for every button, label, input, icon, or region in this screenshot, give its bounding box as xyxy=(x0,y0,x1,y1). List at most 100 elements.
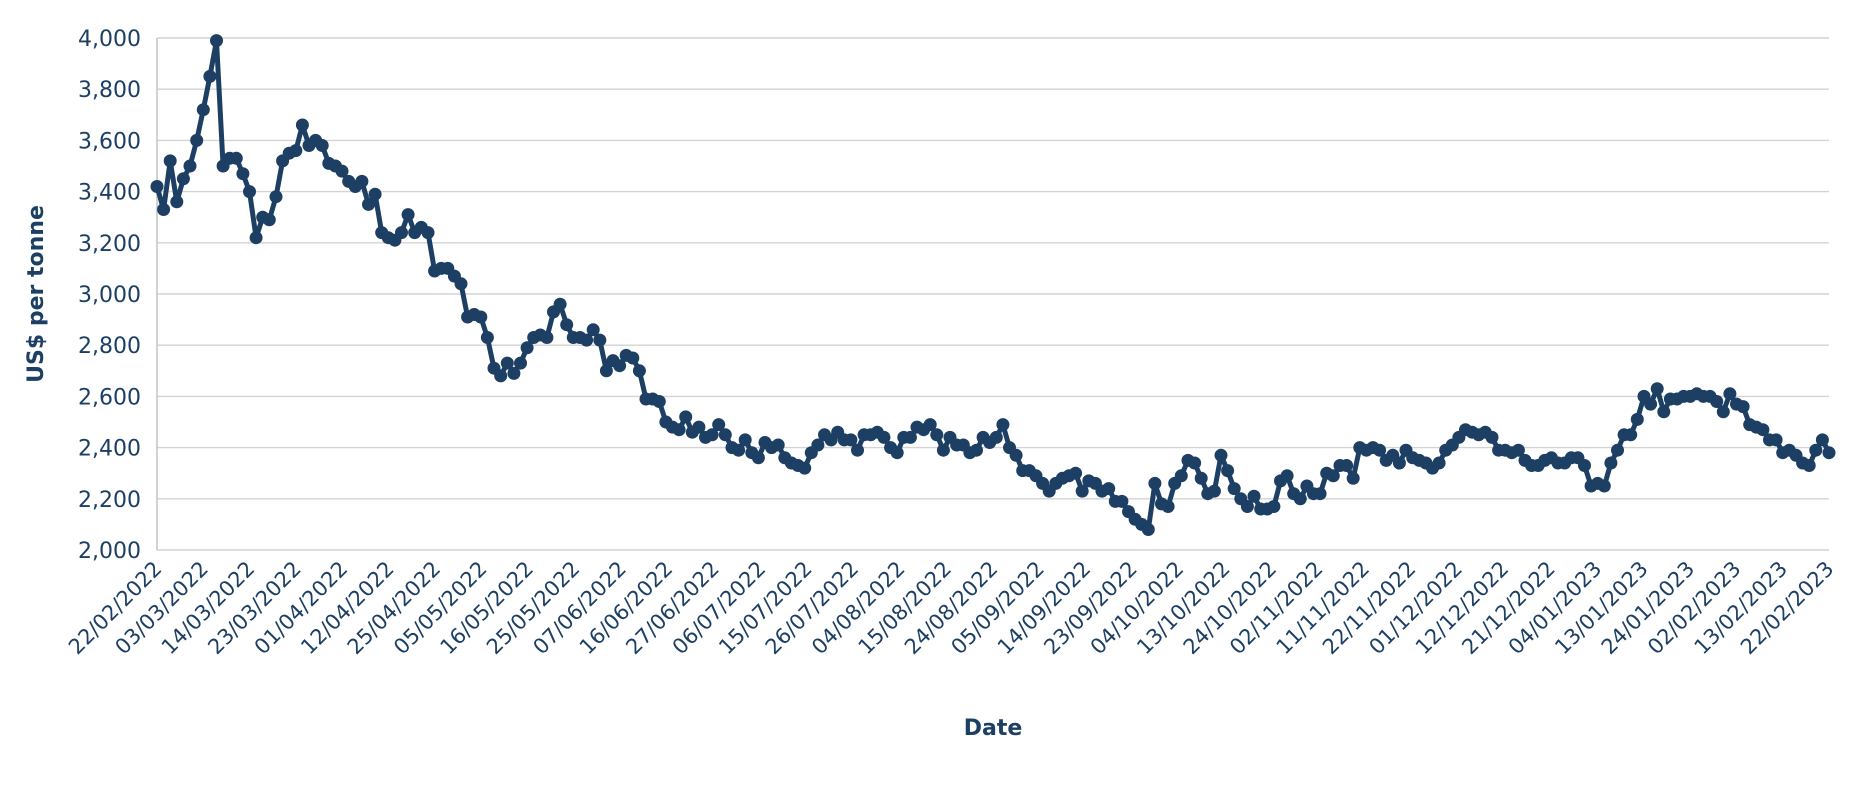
data-point-49 xyxy=(474,310,488,324)
data-point-37 xyxy=(395,226,408,240)
data-point-82 xyxy=(692,420,706,434)
data-point-54 xyxy=(507,366,521,380)
y-tick-label: 3,800 xyxy=(78,78,141,103)
data-point-50 xyxy=(480,331,494,344)
data-point-3 xyxy=(170,195,184,209)
data-point-15 xyxy=(249,231,263,245)
y-tick-label: 2,200 xyxy=(78,488,141,513)
data-point-12 xyxy=(229,151,243,165)
y-tick-label: 4,000 xyxy=(78,27,141,52)
data-point-52 xyxy=(494,369,508,383)
data-point-0 xyxy=(150,180,164,193)
data-point-68 xyxy=(599,364,613,378)
data-point-25 xyxy=(315,139,329,152)
data-point-7 xyxy=(196,103,210,117)
x-tick-labels: 22/02/202203/03/202214/03/202223/03/2022… xyxy=(64,557,1839,660)
data-point-202 xyxy=(1485,430,1499,444)
data-point-119 xyxy=(936,443,950,457)
data-point-243 xyxy=(1756,423,1770,437)
data-point-118 xyxy=(930,428,944,442)
data-point-56 xyxy=(520,341,534,355)
data-point-130 xyxy=(1009,448,1023,462)
data-point-236 xyxy=(1710,395,1724,408)
data-point-163 xyxy=(1227,482,1241,496)
data-point-128 xyxy=(996,418,1010,432)
data-point-161 xyxy=(1214,448,1228,462)
data-point-117 xyxy=(923,418,937,432)
data-point-250 xyxy=(1802,459,1816,472)
data-point-188 xyxy=(1392,456,1406,470)
data-point-206 xyxy=(1511,443,1525,457)
data-point-6 xyxy=(190,133,204,147)
data-point-53 xyxy=(500,356,514,370)
price-series xyxy=(150,34,1836,536)
data-point-110 xyxy=(877,430,891,444)
data-point-114 xyxy=(903,430,917,444)
data-point-228 xyxy=(1657,405,1671,419)
data-point-9 xyxy=(210,34,223,48)
data-point-105 xyxy=(844,433,858,447)
x-axis-title: Date xyxy=(964,716,1023,741)
data-point-171 xyxy=(1280,469,1294,483)
data-point-72 xyxy=(626,351,640,365)
data-point-160 xyxy=(1207,484,1221,498)
data-point-80 xyxy=(679,410,693,424)
data-point-28 xyxy=(335,164,349,178)
data-point-61 xyxy=(553,297,567,311)
data-point-226 xyxy=(1644,397,1658,411)
y-axis-title: US$ per tonne xyxy=(24,205,49,383)
data-point-144 xyxy=(1102,482,1116,496)
data-point-252 xyxy=(1815,433,1829,447)
data-point-150 xyxy=(1141,523,1155,536)
data-point-17 xyxy=(262,213,276,227)
data-point-158 xyxy=(1194,471,1208,485)
data-point-219 xyxy=(1597,479,1611,493)
gridlines xyxy=(157,37,1829,551)
data-point-4 xyxy=(176,172,190,186)
data-point-76 xyxy=(652,395,666,408)
data-point-59 xyxy=(540,331,554,344)
data-point-86 xyxy=(718,428,732,442)
data-point-100 xyxy=(811,438,825,452)
data-point-173 xyxy=(1293,492,1307,506)
data-point-98 xyxy=(798,461,812,475)
data-point-41 xyxy=(421,226,435,240)
data-point-112 xyxy=(890,446,904,460)
data-point-153 xyxy=(1161,500,1175,513)
data-point-18 xyxy=(269,190,283,204)
y-tick-label: 2,800 xyxy=(78,334,141,359)
data-point-221 xyxy=(1611,443,1624,457)
data-point-2 xyxy=(163,154,177,168)
data-point-253 xyxy=(1822,446,1836,460)
data-point-13 xyxy=(236,167,250,181)
data-point-227 xyxy=(1650,382,1664,396)
y-tick-label: 3,000 xyxy=(78,283,141,308)
data-point-139 xyxy=(1069,466,1083,480)
data-point-66 xyxy=(586,323,600,337)
data-point-165 xyxy=(1240,500,1254,513)
data-point-224 xyxy=(1630,412,1644,426)
data-point-106 xyxy=(851,443,864,457)
data-point-155 xyxy=(1174,469,1188,483)
data-point-237 xyxy=(1716,405,1730,419)
data-point-21 xyxy=(289,144,303,158)
data-point-79 xyxy=(672,423,686,437)
data-point-84 xyxy=(705,428,719,442)
y-tick-label: 3,200 xyxy=(78,232,141,257)
data-point-223 xyxy=(1624,428,1638,442)
data-point-33 xyxy=(368,187,382,201)
data-point-216 xyxy=(1578,459,1591,472)
data-point-89 xyxy=(738,433,752,447)
data-point-169 xyxy=(1267,500,1281,513)
data-point-73 xyxy=(632,364,646,378)
data-point-124 xyxy=(970,443,983,457)
data-point-14 xyxy=(243,185,256,199)
data-point-245 xyxy=(1769,433,1783,447)
data-point-140 xyxy=(1075,484,1089,498)
data-point-46 xyxy=(454,277,468,291)
data-point-1 xyxy=(157,203,171,216)
data-point-238 xyxy=(1723,387,1737,401)
data-point-185 xyxy=(1373,443,1387,457)
data-point-91 xyxy=(751,451,765,465)
